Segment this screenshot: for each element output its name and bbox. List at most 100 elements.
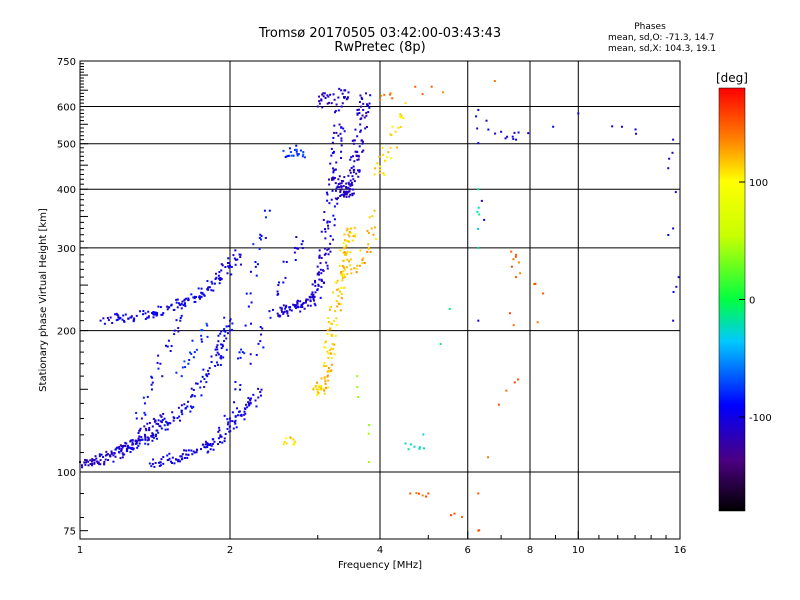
data-point: [346, 190, 349, 193]
data-point: [339, 290, 342, 293]
data-point: [296, 302, 299, 305]
data-point: [674, 191, 677, 194]
data-point: [322, 95, 325, 98]
data-point: [284, 307, 287, 310]
data-point: [477, 529, 480, 532]
data-point: [358, 145, 361, 148]
data-point: [202, 368, 205, 371]
data-point: [147, 443, 150, 446]
data-point: [340, 144, 343, 147]
data-point: [378, 155, 381, 158]
data-point: [309, 304, 312, 307]
data-point: [127, 317, 130, 320]
data-point: [229, 417, 231, 420]
data-point: [255, 274, 258, 277]
data-point: [349, 258, 352, 261]
data-point: [333, 343, 336, 346]
data-point: [314, 281, 317, 284]
data-point: [147, 438, 150, 441]
data-point: [358, 264, 361, 267]
data-point: [326, 329, 329, 332]
data-point: [221, 264, 224, 267]
data-point: [331, 322, 334, 325]
data-point: [195, 295, 198, 298]
data-point: [294, 259, 297, 262]
data-point: [308, 295, 311, 298]
data-point: [157, 367, 160, 370]
data-point: [259, 233, 262, 236]
data-point: [302, 153, 305, 156]
data-point: [199, 380, 202, 383]
data-point: [102, 317, 105, 320]
data-point: [137, 444, 140, 447]
data-point: [243, 352, 246, 355]
data-point: [103, 322, 106, 325]
data-point: [668, 157, 671, 160]
data-point: [190, 395, 193, 398]
data-point: [311, 295, 314, 298]
data-point: [319, 388, 322, 391]
data-point: [304, 301, 307, 304]
data-point: [342, 127, 345, 130]
data-point: [369, 250, 372, 253]
data-point: [160, 427, 163, 430]
data-point: [299, 300, 302, 303]
data-point: [161, 418, 164, 421]
data-point: [162, 412, 165, 415]
data-point: [178, 415, 181, 418]
data-point: [258, 247, 261, 250]
data-point: [345, 195, 348, 198]
data-point: [510, 250, 513, 253]
data-point: [180, 404, 183, 407]
data-point: [417, 492, 420, 495]
data-point: [318, 278, 321, 281]
data-point: [193, 300, 196, 303]
data-point: [228, 266, 231, 269]
data-point: [327, 356, 330, 359]
data-point: [511, 135, 514, 138]
data-point: [326, 267, 329, 270]
data-point: [327, 316, 330, 319]
data-point: [477, 206, 480, 209]
data-point: [131, 441, 134, 444]
data-point: [299, 310, 302, 313]
data-point: [334, 182, 337, 185]
data-point: [295, 148, 298, 151]
data-point: [166, 423, 169, 426]
data-point: [121, 318, 124, 321]
data-point: [121, 452, 124, 455]
data-point: [215, 354, 218, 357]
data-point: [210, 280, 213, 283]
x-tick-label: 4: [377, 545, 383, 556]
data-point: [320, 377, 323, 380]
data-point: [376, 162, 379, 165]
data-point: [229, 425, 231, 428]
data-point: [179, 455, 182, 458]
data-point: [179, 317, 182, 320]
data-point: [327, 386, 330, 389]
data-point: [144, 427, 147, 430]
data-point: [193, 395, 196, 398]
data-point: [320, 230, 323, 233]
data-point: [195, 382, 198, 385]
data-point: [356, 113, 359, 116]
y-axis-label: Stationary phase Virtual Height [km]: [38, 208, 49, 392]
data-point: [326, 94, 329, 97]
data-point: [137, 437, 140, 440]
data-point: [487, 456, 490, 459]
data-point: [348, 195, 351, 198]
data-point: [577, 112, 580, 115]
data-point: [337, 96, 340, 99]
data-point: [243, 407, 246, 410]
data-point: [340, 273, 343, 276]
data-point: [139, 439, 142, 442]
data-point: [357, 108, 360, 111]
phases-o-stats: mean, sd,O: -71.3, 14.7: [608, 33, 715, 43]
data-point: [340, 194, 343, 197]
data-point: [329, 352, 332, 355]
data-point: [226, 418, 229, 421]
data-point: [331, 152, 334, 155]
data-point: [327, 320, 330, 323]
data-point: [110, 452, 113, 455]
data-point: [150, 383, 153, 386]
